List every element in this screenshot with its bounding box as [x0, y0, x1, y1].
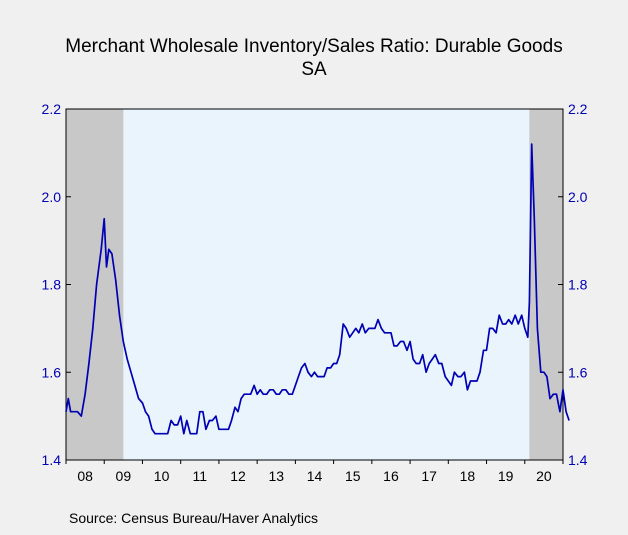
x-tick-label: 18 [460, 468, 476, 484]
x-tick-label: 14 [307, 468, 323, 484]
y-tick-label-left: 2.2 [42, 101, 62, 117]
plot-background [66, 109, 563, 460]
x-tick-label: 19 [498, 468, 514, 484]
x-tick-label: 15 [345, 468, 361, 484]
chart-title-line-2: SA [301, 59, 327, 80]
series-line [65, 143, 570, 435]
plot-area-background [66, 109, 563, 460]
x-tick-label: 20 [536, 468, 552, 484]
x-tick-label: 12 [230, 468, 246, 484]
source-note: Source: Census Bureau/Haver Analytics [69, 510, 318, 526]
y-tick-label-right: 1.6 [568, 364, 588, 380]
y-tick-label-right: 2.0 [568, 189, 588, 205]
y-tick-label-left: 2.0 [42, 189, 62, 205]
y-tick-label-right: 2.2 [568, 101, 588, 117]
x-tick-label: 17 [421, 468, 437, 484]
x-tick-label: 13 [268, 468, 284, 484]
series-layer [65, 143, 570, 435]
x-tick-label: 08 [77, 468, 93, 484]
x-tick-label: 16 [383, 468, 399, 484]
y-tick-label-right: 1.4 [568, 452, 588, 468]
y-axis-right: 1.4 1.6 1.8 2.0 2.2 [558, 101, 588, 468]
y-tick-label-left: 1.8 [42, 277, 62, 293]
x-tick-label: 09 [116, 468, 132, 484]
y-axis-left: 1.4 1.6 1.8 2.0 2.2 [42, 101, 71, 468]
recession-shading [529, 109, 563, 460]
y-tick-label-right: 1.8 [568, 277, 588, 293]
y-tick-label-left: 1.6 [42, 364, 62, 380]
recession-shading [66, 109, 124, 460]
x-tick-label: 10 [154, 468, 170, 484]
chart-title-line-1: Merchant Wholesale Inventory/Sales Ratio… [65, 36, 562, 57]
y-tick-label-left: 1.4 [42, 452, 62, 468]
x-tick-label: 11 [193, 468, 208, 484]
x-axis: 08 09 10 11 12 13 14 15 16 17 18 19 20 [65, 460, 564, 484]
